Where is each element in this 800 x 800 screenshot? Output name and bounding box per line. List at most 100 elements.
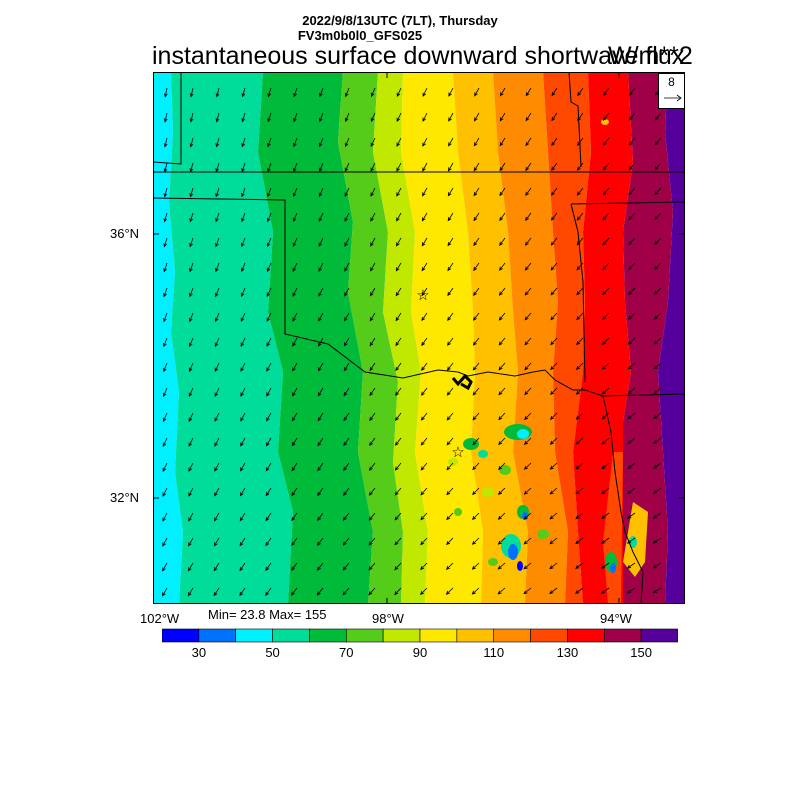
lat-label-36n: 36°N — [110, 226, 140, 241]
wind-arrow — [396, 237, 402, 247]
wind-arrow — [525, 137, 532, 147]
wind-arrow — [421, 262, 428, 272]
wind-arrow — [652, 562, 662, 569]
wind-arrow — [266, 312, 272, 322]
wind-arrow — [188, 412, 194, 422]
wind-arrow — [394, 462, 402, 471]
wind-arrow — [628, 237, 636, 246]
wind-arrow — [628, 262, 636, 271]
wind-arrow — [188, 387, 194, 398]
wind-arrow — [370, 212, 376, 222]
wind-arrow — [421, 362, 428, 371]
colorbar-tick-label: 110 — [483, 645, 505, 660]
wind-arrow — [239, 487, 246, 497]
wind-arrow — [473, 262, 480, 272]
wind-arrow — [394, 562, 402, 571]
wind-arrow — [265, 537, 272, 547]
wind-arrow — [319, 87, 324, 98]
shortwave-flux-field — [153, 72, 685, 604]
map-title: instantaneous surface downward shortwave… — [152, 42, 685, 70]
wind-arrow — [343, 337, 350, 347]
wind-arrow — [318, 287, 324, 297]
wind-arrow — [602, 262, 610, 271]
wind-arrow — [550, 312, 558, 321]
wind-arrow — [602, 312, 610, 321]
colorbar-tick-label: 90 — [412, 645, 428, 660]
wind-arrow — [472, 487, 480, 496]
wind-arrow — [471, 537, 480, 545]
wind-arrow — [550, 362, 558, 371]
wind-arrow — [163, 162, 168, 173]
wind-arrow — [523, 462, 532, 470]
wind-arrow — [318, 137, 324, 148]
wind-arrow — [265, 562, 272, 572]
wind-arrow — [240, 437, 246, 447]
wind-arrow — [499, 162, 506, 172]
wind-arrow — [498, 437, 506, 446]
wind-arrow — [498, 362, 506, 371]
wind-arrow — [448, 137, 454, 147]
wind-arrow — [266, 387, 272, 397]
wind-arrow — [447, 162, 454, 172]
wind-arrow — [551, 137, 558, 147]
wind-arrow — [575, 462, 584, 470]
wind-arrow — [549, 512, 558, 520]
colorbar-tick-label: 30 — [191, 645, 207, 660]
wind-arrow — [601, 462, 610, 470]
wind-arrow — [266, 237, 272, 248]
wind-arrow — [213, 587, 220, 597]
wind-arrow — [241, 212, 246, 223]
wind-arrow — [394, 487, 402, 496]
model-name: FV3m0b0l0_GFS025 — [297, 28, 423, 43]
wind-arrow — [370, 137, 376, 147]
wind-arrow — [215, 287, 220, 298]
wind-arrow — [601, 512, 610, 520]
wind-arrow — [576, 337, 584, 346]
wind-arrow — [422, 112, 428, 122]
wind-arrow — [162, 437, 168, 448]
wind-arrow — [653, 462, 662, 469]
wind-arrow — [525, 187, 532, 197]
wind-arrow — [240, 262, 246, 273]
station-marker-dallas: ☆ — [451, 443, 464, 461]
wind-arrow — [654, 187, 662, 196]
wind-arrow — [292, 362, 298, 372]
colorbar-swatch — [640, 628, 678, 643]
wind-arrow — [576, 212, 584, 221]
wind-arrow — [240, 337, 246, 347]
wind-arrow — [473, 162, 480, 172]
wind-arrow — [292, 212, 298, 223]
wind-arrow — [291, 412, 298, 422]
wind-arrow — [394, 537, 402, 546]
wind-arrow — [499, 87, 506, 97]
wind-arrow — [394, 587, 402, 596]
wind-arrow — [474, 112, 480, 122]
wind-arrow — [240, 412, 246, 422]
wind-arrow — [523, 562, 532, 570]
wind-arrow — [445, 587, 454, 595]
wind-arrow — [189, 187, 194, 198]
wind-arrow — [188, 512, 194, 522]
wind-arrow — [421, 287, 428, 297]
map-panel: ☆ ☆ — [153, 72, 685, 604]
wind-arrow — [395, 387, 402, 397]
wind-arrow — [474, 87, 480, 97]
wind-arrow — [497, 562, 506, 570]
colorbar-swatch — [419, 628, 458, 643]
wind-arrow — [214, 462, 220, 472]
wind-arrow — [292, 287, 298, 297]
wind-arrow — [602, 287, 610, 296]
wind-arrow — [214, 387, 220, 397]
wind-arrow — [497, 487, 506, 495]
wind-arrow — [188, 437, 194, 447]
wind-arrow — [239, 562, 246, 572]
wind-arrow — [343, 412, 350, 422]
wind-arrow — [420, 437, 428, 446]
wind-arrow — [653, 387, 662, 395]
wind-arrow — [370, 187, 376, 197]
wind-arrow — [344, 162, 350, 173]
wind-arrow — [214, 362, 220, 373]
wind-arrow — [345, 87, 350, 98]
wind-arrow — [163, 212, 168, 223]
wind-arrow — [214, 412, 220, 422]
